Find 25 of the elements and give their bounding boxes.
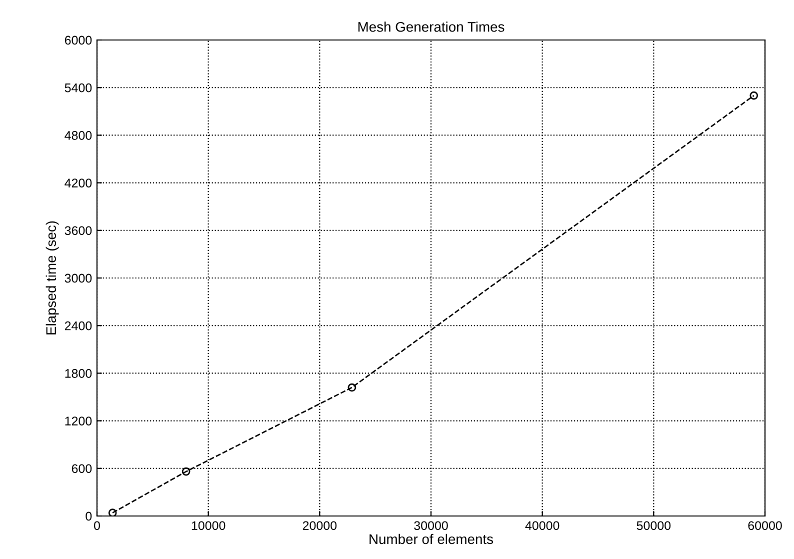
- y-tick-label: 4200: [64, 178, 92, 188]
- y-tick-label: 3600: [64, 226, 92, 236]
- x-tick-label: 50000: [636, 521, 671, 530]
- y-axis-title: Elapsed time (sec): [46, 221, 59, 334]
- y-tick-label: 2400: [64, 321, 92, 330]
- y-tick-label: 0: [86, 512, 92, 521]
- y-tick-label: 6000: [64, 36, 92, 45]
- y-tick-label: 4800: [64, 131, 92, 140]
- x-tick-label: 0: [94, 521, 100, 530]
- y-tick-label: 3000: [64, 274, 92, 283]
- chart-title: Mesh Generation Times: [358, 22, 504, 32]
- x-tick-label: 40000: [525, 521, 560, 530]
- x-tick-label: 10000: [192, 521, 226, 530]
- point: [750, 91, 758, 100]
- x-tick-label: 30000: [414, 521, 448, 530]
- point: [108, 508, 117, 516]
- y-tick-label: 1800: [65, 369, 92, 378]
- x-axis-title: Number of elements: [370, 534, 494, 544]
- y-tick-label: 5400: [64, 83, 92, 92]
- x-tick-label: 60000: [748, 521, 782, 530]
- point: [182, 467, 190, 476]
- y-tick-label: 1200: [65, 416, 92, 426]
- point: [348, 383, 356, 392]
- x-tick-label: 20000: [302, 521, 337, 530]
- y-tick-label: 600: [72, 464, 92, 474]
